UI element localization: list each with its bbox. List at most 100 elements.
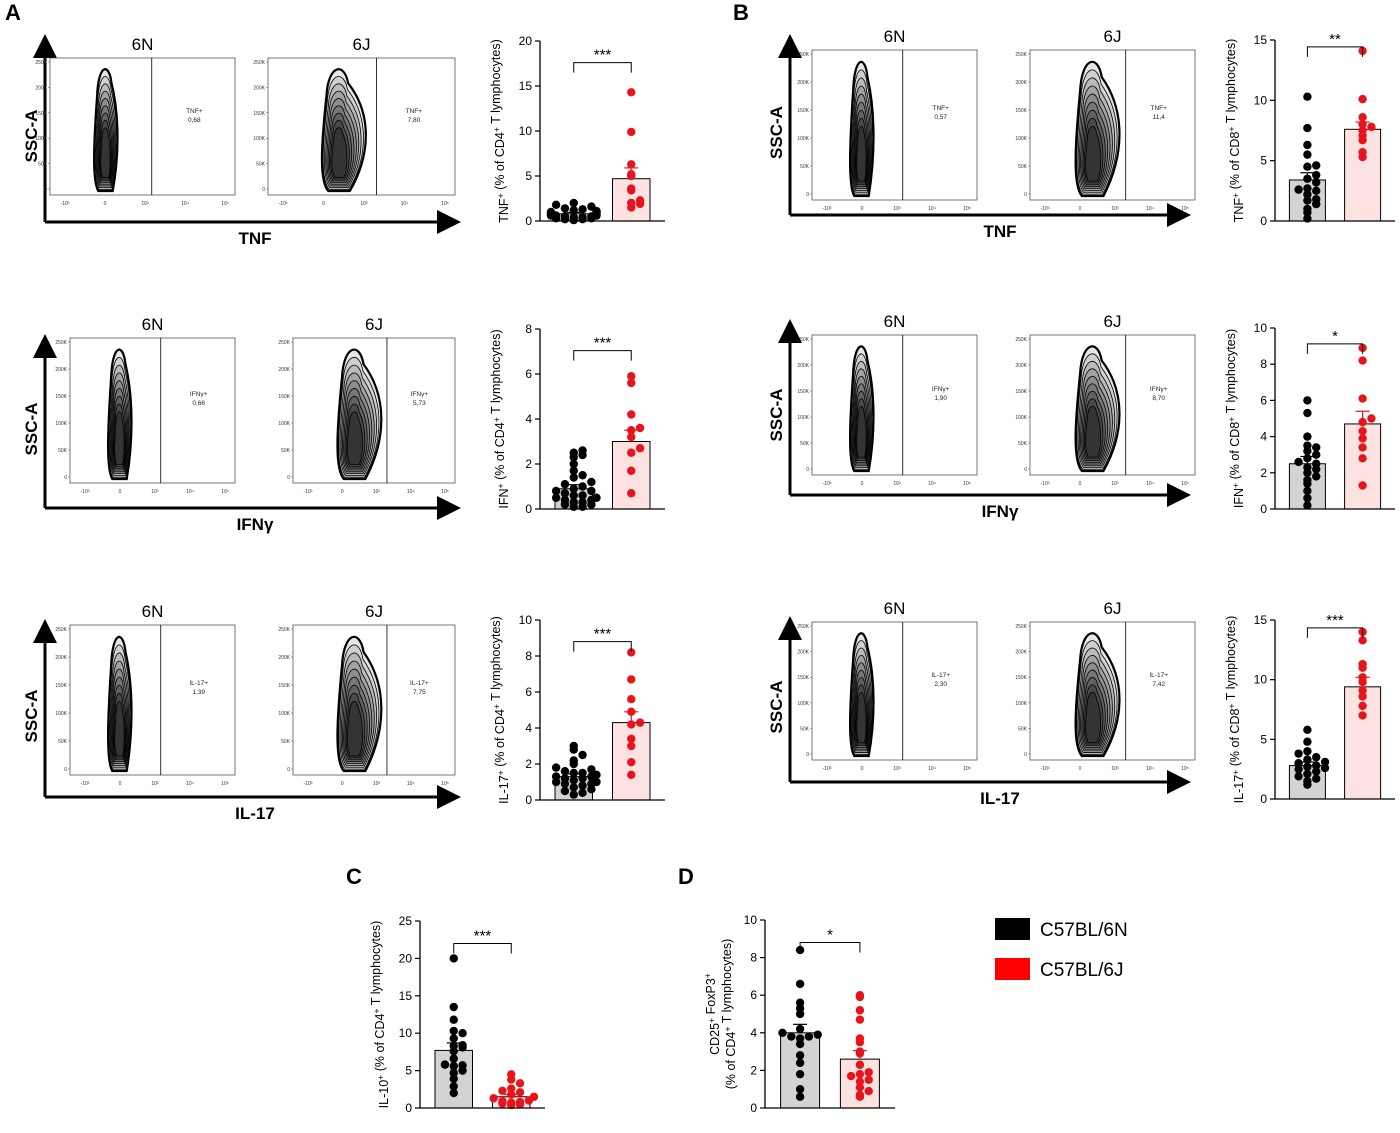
gate-value: 11,4 [1153,114,1166,121]
significance-label: *** [594,626,612,643]
legend-swatch [995,918,1030,940]
data-point-6n [1303,196,1312,205]
data-point-6n [1303,725,1312,734]
data-point-6n [569,756,578,765]
flow-y-tick: 0 [1024,192,1027,198]
significance-bracket [1306,627,1364,638]
flow-y-tick: 150K [1015,675,1027,681]
y-tick-label: 5 [1260,732,1267,746]
flow-x-tick: 0 [1079,206,1082,212]
data-point-6n [1294,772,1303,781]
dotplot-6j-contour [331,127,348,178]
flow-y-tick: 50K [800,164,810,170]
data-point-6n [569,741,578,751]
dotplot-6n-contour [856,405,867,458]
flow-y-tick: 0 [806,752,809,758]
data-point-6n [569,213,578,222]
data-point-6n [578,213,587,222]
y-tick-label: 4 [525,412,532,426]
data-point-6j [864,1068,873,1077]
flow-x-tick: -10³ [81,781,90,787]
flow-x-tick: -10³ [1041,481,1050,487]
data-point-6j [627,648,636,657]
dotplot-6n-contour [856,691,867,743]
flow-x-tick: 10³ [373,781,381,787]
flow-x-tick: -10³ [279,201,288,207]
data-point-6n [449,1015,458,1024]
data-point-6j [515,1088,525,1097]
data-point-6n [787,1032,796,1041]
data-point-6n [551,200,561,209]
flow-x-tick: 10³ [1111,481,1119,487]
data-point-6n [569,473,578,482]
y-tick-label: 8 [525,649,532,663]
data-point-6j [627,695,636,704]
flow-y-tick: 200K [797,650,809,656]
data-point-6n [1294,759,1303,768]
data-point-6n [1312,161,1321,170]
flow-y-label: SSC-A [767,106,786,159]
data-point-6n [1303,762,1312,771]
flow-x-tick: 10⁴ [186,781,194,787]
legend-label: C57BL/6N [1040,920,1128,941]
flow-y-tick: 200K [1015,80,1027,86]
sample-label-6n: 6N [142,602,164,621]
flow-y-tick: 250K [253,60,265,66]
data-point-6n [1303,441,1312,450]
flow-y-tick: 0 [806,467,809,473]
data-point-6n [551,763,561,772]
data-point-6j [855,1006,865,1015]
flow-y-tick: 150K [35,111,47,117]
flow-panel: SSC-A IFNγ 6N 250K 200K 150K 100K 50K 0 -10³ 0 10³ 1… [22,315,461,534]
flow-x-tick: -10³ [81,489,90,495]
flow-y-tick: 250K [1015,337,1027,343]
chart-B1: 0 5 10 15 TNF+ (% of CD8+ T lymphocytes) ** [1224,31,1395,228]
data-point-6n [795,1058,805,1068]
flow-y-tick: 150K [1015,108,1027,114]
flow-y-tick: 250K [278,340,290,346]
flow-x-tick: 10⁵ [963,206,971,212]
data-point-6j [1358,356,1367,365]
sample-label-6j: 6J [1104,599,1122,618]
data-point-6j [1358,711,1367,720]
flow-y-tick: 200K [278,655,290,661]
dotplot-frame [69,624,236,776]
data-point-6j [507,1098,516,1107]
data-point-6n [795,1092,805,1101]
dotplot-6j-contour [346,411,363,465]
y-tick-label: 6 [525,367,532,381]
flow-y-tick: 0 [44,187,47,193]
data-point-6n [449,1061,458,1071]
flow-y-tick: 50K [256,162,266,168]
data-point-6n [578,768,587,778]
significance-bracket [573,62,632,73]
data-point-6n [1312,774,1321,783]
flow-x-label: IFNγ [982,502,1019,521]
dotplot-6j-contour [1085,125,1102,182]
gate-value: 0,66 [192,400,205,407]
gate-value: 7,80 [408,117,421,124]
data-point-6n [1303,92,1312,101]
data-point-6j [627,770,636,779]
flow-x-tick: -10³ [823,766,832,772]
flow-y-tick: 0 [262,187,265,193]
flow-x-tick: 10³ [141,201,149,207]
flow-y-label: SSC-A [767,681,786,734]
gate-label: TNF+ [186,108,203,115]
flow-y-tick: 50K [1018,164,1028,170]
flow-y-tick: 50K [38,162,48,168]
flow-y-tick: 200K [1015,363,1027,369]
flow-y-tick: 50K [281,739,291,745]
data-point-6n [458,1061,467,1070]
flow-y-tick: 0 [64,767,67,773]
dotplot-frame [49,57,236,196]
data-point-6j [1358,443,1367,452]
flow-y-tick: 150K [55,683,67,689]
flow-y-tick: 250K [797,337,809,343]
data-point-6j [1358,113,1367,122]
data-point-6n [1312,443,1321,452]
data-point-6j [1358,701,1367,711]
data-point-6n [1294,185,1303,194]
y-tick-label: 2 [1260,466,1267,480]
